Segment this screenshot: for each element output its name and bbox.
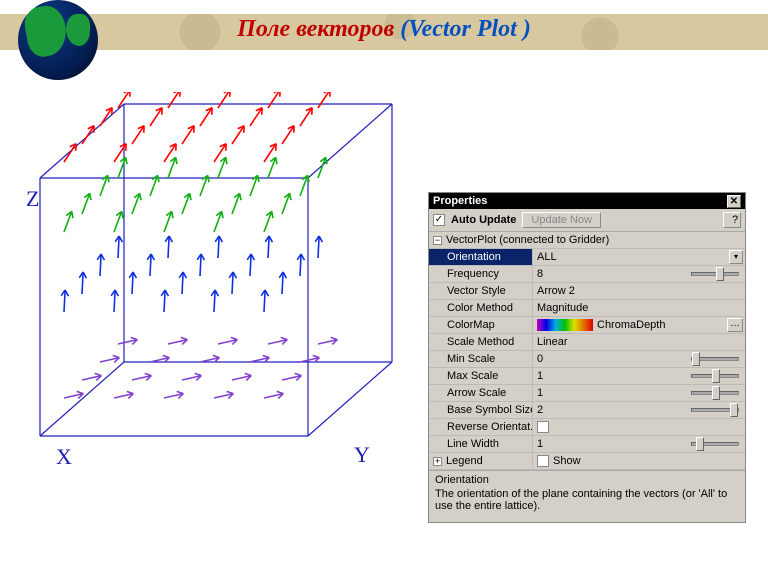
slider[interactable] (691, 442, 739, 446)
prop-row: Base Symbol Size2 (429, 402, 745, 419)
slider-thumb[interactable] (696, 437, 704, 451)
prop-label[interactable]: Base Symbol Size (429, 402, 533, 418)
slider-thumb[interactable] (730, 403, 738, 417)
vector-plot-svg (18, 92, 412, 492)
legend-label[interactable]: +Legend (429, 453, 533, 469)
prop-value[interactable]: 1 (533, 368, 745, 384)
slider[interactable] (691, 408, 739, 412)
prop-value[interactable]: ChromaDepth… (533, 317, 745, 333)
title-en: (Vector Plot ) (400, 16, 531, 42)
prop-checkbox[interactable] (537, 421, 549, 433)
prop-label[interactable]: Min Scale (429, 351, 533, 367)
prop-row: Min Scale0 (429, 351, 745, 368)
axis-label-y: Y (354, 442, 370, 468)
legend-show-checkbox[interactable] (537, 455, 549, 467)
desc-heading: Orientation (435, 474, 739, 486)
prop-label[interactable]: Color Method (429, 300, 533, 316)
collapse-icon[interactable]: − (433, 236, 442, 245)
prop-label[interactable]: Scale Method (429, 334, 533, 350)
slider-thumb[interactable] (712, 386, 720, 400)
page-title: Поле векторов (Vector Plot ) (0, 16, 768, 43)
panel-title: Properties (433, 195, 487, 207)
prop-value[interactable] (533, 419, 745, 435)
help-button[interactable]: ? (723, 212, 741, 228)
prop-value[interactable]: Linear (533, 334, 745, 350)
group-label: VectorPlot (connected to Gridder) (446, 234, 609, 246)
group-header[interactable]: −VectorPlot (connected to Gridder) (429, 232, 745, 249)
axis-label-z: Z (26, 186, 39, 212)
prop-row: Frequency8 (429, 266, 745, 283)
prop-value[interactable]: Arrow 2 (533, 283, 745, 299)
slider-thumb[interactable] (712, 369, 720, 383)
legend-value[interactable]: Show (533, 453, 745, 469)
prop-label[interactable]: Max Scale (429, 368, 533, 384)
property-grid: OrientationALL▾Frequency8Vector StyleArr… (429, 249, 745, 453)
prop-value[interactable]: 1 (533, 436, 745, 452)
prop-row: Arrow Scale1 (429, 385, 745, 402)
prop-label[interactable]: Frequency (429, 266, 533, 282)
panel-titlebar[interactable]: Properties ✕ (429, 193, 745, 209)
panel-description: Orientation The orientation of the plane… (429, 470, 745, 522)
ellipsis-button[interactable]: … (727, 318, 743, 332)
prop-value[interactable]: 8 (533, 266, 745, 282)
panel-toolbar: ✓ Auto Update Update Now ? (429, 209, 745, 232)
slider[interactable] (691, 357, 739, 361)
chevron-down-icon[interactable]: ▾ (729, 250, 743, 264)
colormap-strip (537, 319, 593, 331)
axis-label-x: X (56, 444, 72, 470)
prop-value[interactable]: 1 (533, 385, 745, 401)
prop-row: Reverse Orientat... (429, 419, 745, 436)
prop-row: Color MethodMagnitude (429, 300, 745, 317)
title-ru: Поле векторов (237, 16, 394, 42)
prop-value[interactable]: ALL▾ (533, 249, 745, 265)
prop-label[interactable]: Vector Style (429, 283, 533, 299)
prop-value[interactable]: Magnitude (533, 300, 745, 316)
prop-label[interactable]: ColorMap (429, 317, 533, 333)
prop-row: Scale MethodLinear (429, 334, 745, 351)
prop-label[interactable]: Reverse Orientat... (429, 419, 533, 435)
prop-label[interactable]: Orientation (429, 249, 533, 265)
desc-body: The orientation of the plane containing … (435, 488, 739, 512)
update-now-button[interactable]: Update Now (522, 212, 601, 228)
prop-row: ColorMapChromaDepth… (429, 317, 745, 334)
prop-label[interactable]: Line Width (429, 436, 533, 452)
close-icon[interactable]: ✕ (727, 195, 741, 208)
prop-row: Max Scale1 (429, 368, 745, 385)
vector-plot: Z X Y (18, 92, 412, 492)
slider-thumb[interactable] (716, 267, 724, 281)
slider[interactable] (691, 391, 739, 395)
prop-row: Vector StyleArrow 2 (429, 283, 745, 300)
auto-update-label: Auto Update (451, 214, 516, 226)
prop-label[interactable]: Arrow Scale (429, 385, 533, 401)
expand-icon[interactable]: + (433, 457, 442, 466)
prop-row: Line Width1 (429, 436, 745, 453)
legend-show-label: Show (553, 455, 581, 467)
legend-row: +Legend Show (429, 453, 745, 470)
prop-value[interactable]: 2 (533, 402, 745, 418)
prop-row: OrientationALL▾ (429, 249, 745, 266)
slider[interactable] (691, 374, 739, 378)
slider[interactable] (691, 272, 739, 276)
auto-update-checkbox[interactable]: ✓ (433, 214, 445, 226)
slider-thumb[interactable] (692, 352, 700, 366)
properties-panel: Properties ✕ ✓ Auto Update Update Now ? … (428, 192, 746, 523)
prop-value[interactable]: 0 (533, 351, 745, 367)
